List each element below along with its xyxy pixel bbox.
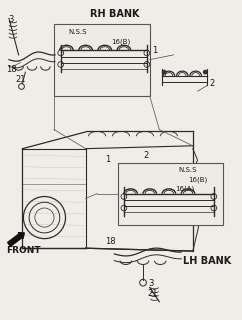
Text: 16(A): 16(A) <box>176 186 195 192</box>
Bar <box>118 163 223 225</box>
Text: 18: 18 <box>105 237 115 246</box>
Text: 16(B): 16(B) <box>188 176 207 183</box>
Text: 2: 2 <box>209 79 214 88</box>
Text: 1: 1 <box>105 155 110 164</box>
Text: 3: 3 <box>8 15 14 24</box>
Bar <box>54 24 150 96</box>
Text: N.S.S: N.S.S <box>68 29 87 35</box>
Text: 18: 18 <box>6 65 17 74</box>
FancyArrow shape <box>8 233 24 246</box>
Text: 21: 21 <box>16 75 26 84</box>
Circle shape <box>203 70 208 75</box>
Text: N.S.S: N.S.S <box>178 167 197 172</box>
Text: FRONT: FRONT <box>6 246 41 255</box>
Text: 1: 1 <box>152 46 157 55</box>
Text: 16(B): 16(B) <box>112 38 131 45</box>
Circle shape <box>162 70 166 75</box>
Text: 2: 2 <box>143 151 148 160</box>
Text: 21: 21 <box>148 289 158 298</box>
Text: 3: 3 <box>148 278 153 288</box>
Text: RH BANK: RH BANK <box>90 9 139 19</box>
Text: LH BANK: LH BANK <box>183 255 232 266</box>
